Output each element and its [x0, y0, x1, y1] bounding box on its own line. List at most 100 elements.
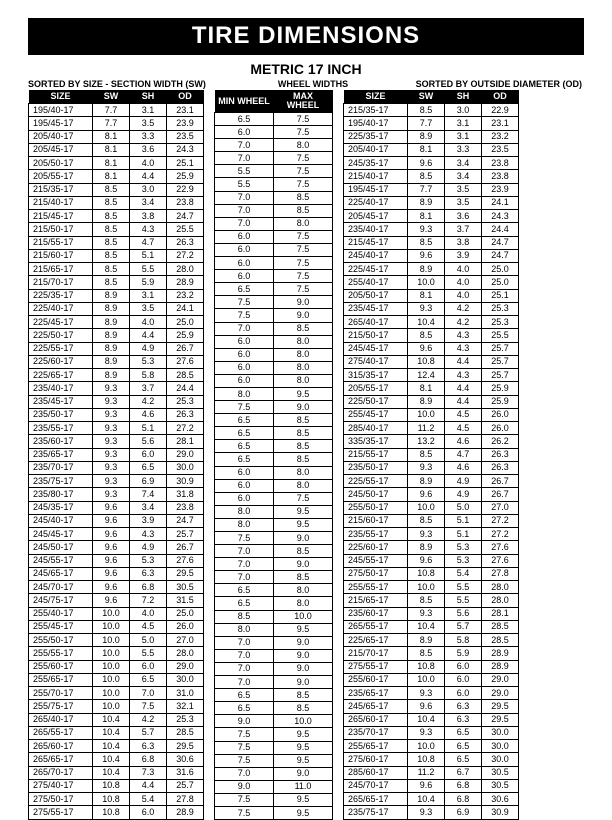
cell: 27.6 [482, 554, 519, 567]
table-row: 265/55-1710.45.728.5 [344, 620, 519, 633]
cell: 4.0 [130, 607, 167, 620]
cell: 275/55-17 [344, 660, 408, 673]
table-row: 8.09.5 [215, 518, 333, 531]
cell: 4.3 [445, 329, 482, 342]
cell: 23.8 [167, 501, 204, 514]
cell: 8.5 [93, 249, 130, 262]
cell: 265/60-17 [344, 713, 408, 726]
cell: 235/55-17 [344, 528, 408, 541]
cell: 4.2 [130, 713, 167, 726]
cell: 3.5 [445, 196, 482, 209]
cell: 5.3 [445, 554, 482, 567]
cell: 10.8 [93, 779, 130, 792]
table-row: 6.58.5 [215, 702, 333, 715]
cell: 12.4 [408, 369, 445, 382]
table-row: 7.09.0 [215, 636, 333, 649]
cell: 8.9 [408, 196, 445, 209]
table-row: 6.57.5 [215, 283, 333, 296]
cell: 25.1 [167, 157, 204, 170]
cell: 8.5 [274, 427, 333, 440]
cell: 30.6 [482, 793, 519, 806]
cell: 4.0 [445, 289, 482, 302]
cell: 4.6 [445, 461, 482, 474]
cell: 28.9 [167, 806, 204, 820]
table-row: 245/55-179.65.327.6 [344, 554, 519, 567]
table-row: 215/40-178.53.423.8 [29, 196, 204, 209]
cell: 8.9 [93, 329, 130, 342]
cell: 4.6 [445, 435, 482, 448]
cell: 27.2 [482, 528, 519, 541]
cell: 30.6 [167, 753, 204, 766]
table-row: 195/40-177.73.123.1 [29, 104, 204, 117]
cell: 26.7 [167, 342, 204, 355]
table-row: 6.07.5 [215, 126, 333, 139]
cell: 8.9 [93, 369, 130, 382]
table-row: 275/60-1710.86.530.0 [344, 753, 519, 766]
cell: 3.7 [130, 382, 167, 395]
table-row: 235/40-179.33.724.4 [344, 223, 519, 236]
cell: 10.8 [93, 806, 130, 820]
cell: 235/75-17 [344, 806, 408, 820]
cell: 30.9 [482, 806, 519, 820]
cell: 7.0 [215, 767, 274, 780]
cell: 6.0 [215, 361, 274, 374]
cell: 23.8 [482, 170, 519, 183]
table-row: 235/50-179.34.626.3 [29, 408, 204, 421]
cell: 28.0 [167, 263, 204, 276]
cell: 7.0 [215, 649, 274, 662]
cell: 4.3 [445, 342, 482, 355]
cell: 8.5 [408, 448, 445, 461]
cell: 9.0 [215, 715, 274, 728]
table-row: 215/50-178.54.325.5 [344, 329, 519, 342]
cell: 25.7 [482, 369, 519, 382]
cell: 8.0 [274, 479, 333, 492]
cell: 9.6 [408, 488, 445, 501]
cell: 25.1 [482, 289, 519, 302]
cell: 9.6 [93, 554, 130, 567]
cell: 11.0 [274, 780, 333, 793]
table-sw: SIZESWSHOD195/40-177.73.123.1195/45-177.… [28, 90, 204, 820]
cell: 9.5 [274, 806, 333, 819]
cell: 10.8 [93, 793, 130, 806]
cell: 225/55-17 [29, 342, 93, 355]
cell: 29.5 [482, 713, 519, 726]
table-row: 225/60-178.95.327.6 [344, 541, 519, 554]
cell: 24.4 [167, 382, 204, 395]
cell: 25.9 [482, 382, 519, 395]
cell: 5.3 [130, 554, 167, 567]
table-row: 215/35-178.53.022.9 [344, 104, 519, 117]
cell: 10.8 [408, 567, 445, 580]
table-row: 205/50-178.14.025.1 [29, 157, 204, 170]
cell: 245/65-17 [344, 700, 408, 713]
cell: 4.0 [445, 276, 482, 289]
cell: 275/40-17 [29, 779, 93, 792]
cell: 9.6 [408, 342, 445, 355]
cell: 6.0 [215, 479, 274, 492]
cell: 195/45-17 [29, 117, 93, 130]
cell: 5.1 [130, 249, 167, 262]
cell: 8.1 [408, 210, 445, 223]
cell: 3.8 [130, 210, 167, 223]
cell: 9.6 [93, 567, 130, 580]
table-row: 225/35-178.93.123.2 [29, 289, 204, 302]
cell: 225/45-17 [29, 316, 93, 329]
cell: 4.9 [445, 475, 482, 488]
cell: 5.7 [130, 726, 167, 739]
table-row: 7.08.5 [215, 204, 333, 217]
cell: 8.9 [93, 342, 130, 355]
cell: 10.0 [408, 673, 445, 686]
cell: 6.0 [215, 243, 274, 256]
cell: 3.3 [130, 130, 167, 143]
cell: 6.5 [215, 584, 274, 597]
table-row: 6.07.5 [215, 492, 333, 505]
tables-row: SIZESWSHOD195/40-177.73.123.1195/45-177.… [28, 90, 584, 820]
cell: 7.0 [215, 662, 274, 675]
cell: 3.5 [130, 302, 167, 315]
cell: 6.5 [130, 673, 167, 686]
table-row: 6.58.0 [215, 597, 333, 610]
page-subtitle: METRIC 17 INCH [28, 61, 584, 77]
cell: 255/50-17 [344, 501, 408, 514]
cell: 27.2 [482, 514, 519, 527]
cell: 5.5 [130, 263, 167, 276]
cell: 7.0 [215, 191, 274, 204]
